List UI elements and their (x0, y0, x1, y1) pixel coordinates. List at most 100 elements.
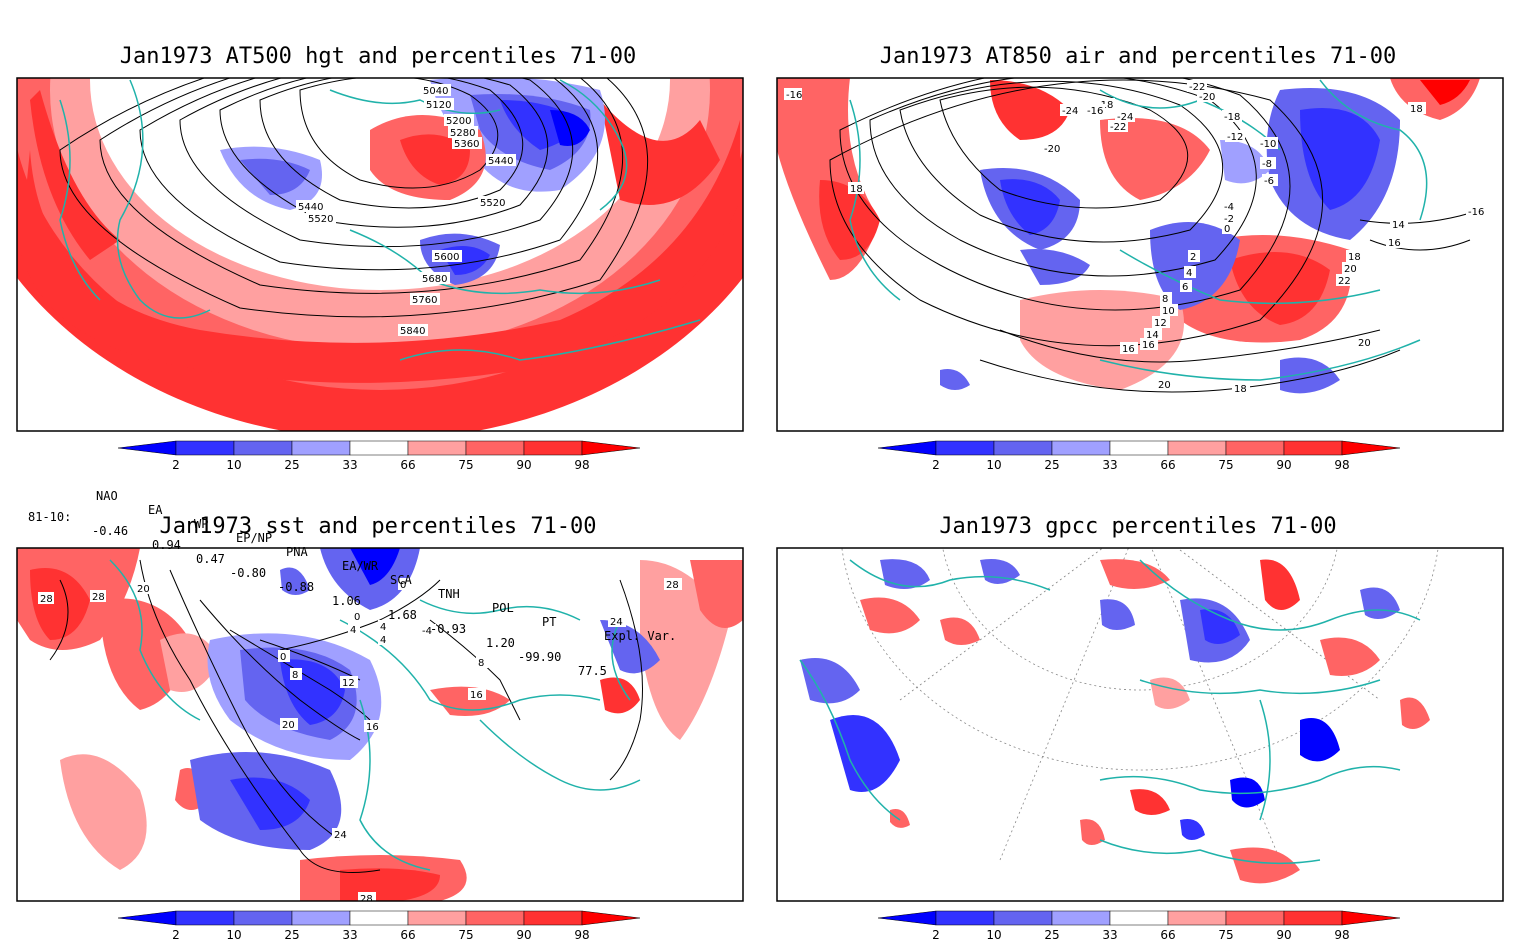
colorbar-segment (1167, 910, 1227, 926)
colorbar-tick-label: 10 (986, 458, 1001, 472)
colorbar-tick-label: 33 (342, 458, 357, 472)
svg-text:-16: -16 (1468, 207, 1484, 218)
colorbar-segment (993, 910, 1053, 926)
svg-text:20: 20 (1358, 338, 1371, 349)
svg-text:5840: 5840 (400, 326, 425, 337)
colorbar-tick-label: 33 (1102, 458, 1117, 472)
colorbar-tick-label: 75 (1218, 928, 1233, 940)
idx-h-0: NAO (96, 489, 118, 503)
svg-text:18: 18 (1410, 104, 1423, 115)
colorbar-segment (175, 440, 235, 456)
svg-text:5600: 5600 (434, 252, 459, 263)
svg-text:18: 18 (1348, 252, 1361, 263)
colorbar-tick-label: 90 (516, 928, 531, 940)
colorbar-segment (349, 440, 409, 456)
colorbar-segment (935, 910, 995, 926)
colorbar-4: 2 10 25 33 66 75 90 98 (877, 910, 1401, 940)
svg-text:-12: -12 (1227, 132, 1243, 143)
panel1-title: Jan1973 AT500 hgt and percentiles 71-00 (119, 44, 637, 69)
svg-text:12: 12 (1154, 318, 1167, 329)
idx-h-5: EA/WR (342, 559, 379, 573)
svg-text:4: 4 (350, 625, 356, 636)
svg-text:8: 8 (478, 658, 484, 669)
colorbar-segment (291, 910, 351, 926)
colorbar-segment (175, 910, 235, 926)
colorbar-tick-label: 2 (932, 458, 940, 472)
colorbar-segment (233, 910, 293, 926)
svg-text:18: 18 (850, 184, 863, 195)
svg-text:28: 28 (360, 894, 373, 905)
svg-text:8: 8 (1162, 294, 1168, 305)
svg-text:18: 18 (1234, 384, 1247, 395)
idx-v-7: -0.93 (430, 622, 467, 636)
svg-text:5520: 5520 (308, 214, 333, 225)
colorbar-segment (1051, 910, 1111, 926)
svg-text:5120: 5120 (426, 100, 451, 111)
idx-h-7: TNH (438, 587, 460, 601)
colorbar-tick-label: 75 (1218, 458, 1233, 472)
svg-text:6: 6 (1182, 282, 1188, 293)
colorbar-tick-label: 75 (458, 928, 473, 940)
svg-text:-20: -20 (1199, 92, 1215, 103)
colorbar-segment (581, 440, 641, 456)
colorbar-tick-label: 2 (172, 928, 180, 940)
svg-text:16: 16 (470, 690, 483, 701)
indices-header: NAO EA WP EP/NP PNA EA/WR SCA TNH POL PT… (96, 475, 676, 643)
colorbar-segment (407, 910, 467, 926)
svg-text:-24: -24 (1062, 106, 1078, 117)
colorbar-segment (1341, 910, 1401, 926)
svg-text:20: 20 (1344, 264, 1357, 275)
svg-text:14: 14 (1146, 330, 1159, 341)
svg-text:-6: -6 (1264, 176, 1274, 187)
idx-h-9: PT (542, 615, 557, 629)
idx-h-8: POL (492, 601, 514, 615)
svg-text:-22: -22 (1189, 82, 1205, 93)
idx-h-6: SCA (390, 573, 412, 587)
svg-text:28: 28 (92, 592, 105, 603)
svg-text:5280: 5280 (450, 128, 475, 139)
svg-text:24: 24 (610, 617, 623, 628)
panel2-title: Jan1973 AT850 air and percentiles 71-00 (879, 44, 1397, 69)
colorbar-segment (465, 910, 525, 926)
colorbar-tick-label: 10 (986, 928, 1001, 940)
colorbar-tick-label: 66 (1160, 928, 1175, 940)
colorbar-segment (407, 440, 467, 456)
colorbar-2: 2 10 25 33 66 75 90 98 (877, 440, 1401, 472)
colorbar-segment (523, 440, 583, 456)
colorbar-segment (233, 440, 293, 456)
idx-row-label: 81-10: (28, 510, 72, 524)
idx-v-1: 0.94 (152, 538, 181, 552)
idx-v-0: -0.46 (92, 524, 129, 538)
svg-text:5680: 5680 (422, 274, 447, 285)
colorbar-tick-label: 90 (1276, 928, 1291, 940)
svg-text:5200: 5200 (446, 116, 471, 127)
colorbar-tick-label: 98 (574, 928, 589, 940)
colorbar-segment (465, 440, 525, 456)
svg-text:-22: -22 (1110, 122, 1126, 133)
colorbar-tick-label: 25 (1044, 928, 1059, 940)
colorbar-segment (1051, 440, 1111, 456)
svg-text:4: 4 (380, 622, 386, 633)
svg-text:0: 0 (1224, 224, 1230, 235)
colorbar-segment (877, 440, 937, 456)
colorbar-segment (1341, 440, 1401, 456)
svg-text:5360: 5360 (454, 139, 479, 150)
svg-text:0: 0 (400, 580, 406, 591)
colorbar-tick-label: 33 (342, 928, 357, 940)
colorbar-tick-label: 66 (1160, 458, 1175, 472)
svg-text:20: 20 (137, 584, 150, 595)
svg-text:-4: -4 (422, 626, 432, 637)
svg-text:12: 12 (342, 678, 355, 689)
panel4-title: Jan1973 gpcc percentiles 71-00 (939, 514, 1337, 539)
colorbar-segment (523, 910, 583, 926)
svg-text:5040: 5040 (423, 86, 448, 97)
colorbar-tick-label: 75 (458, 458, 473, 472)
colorbar-segment (993, 440, 1053, 456)
colorbar-segment (1283, 910, 1343, 926)
svg-text:10: 10 (1162, 306, 1175, 317)
svg-text:-2: -2 (1224, 214, 1234, 225)
colorbar-tick-label: 90 (1276, 458, 1291, 472)
colorbar-segment (1109, 910, 1169, 926)
svg-text:16: 16 (1388, 238, 1401, 249)
svg-text:-4: -4 (1224, 202, 1234, 213)
